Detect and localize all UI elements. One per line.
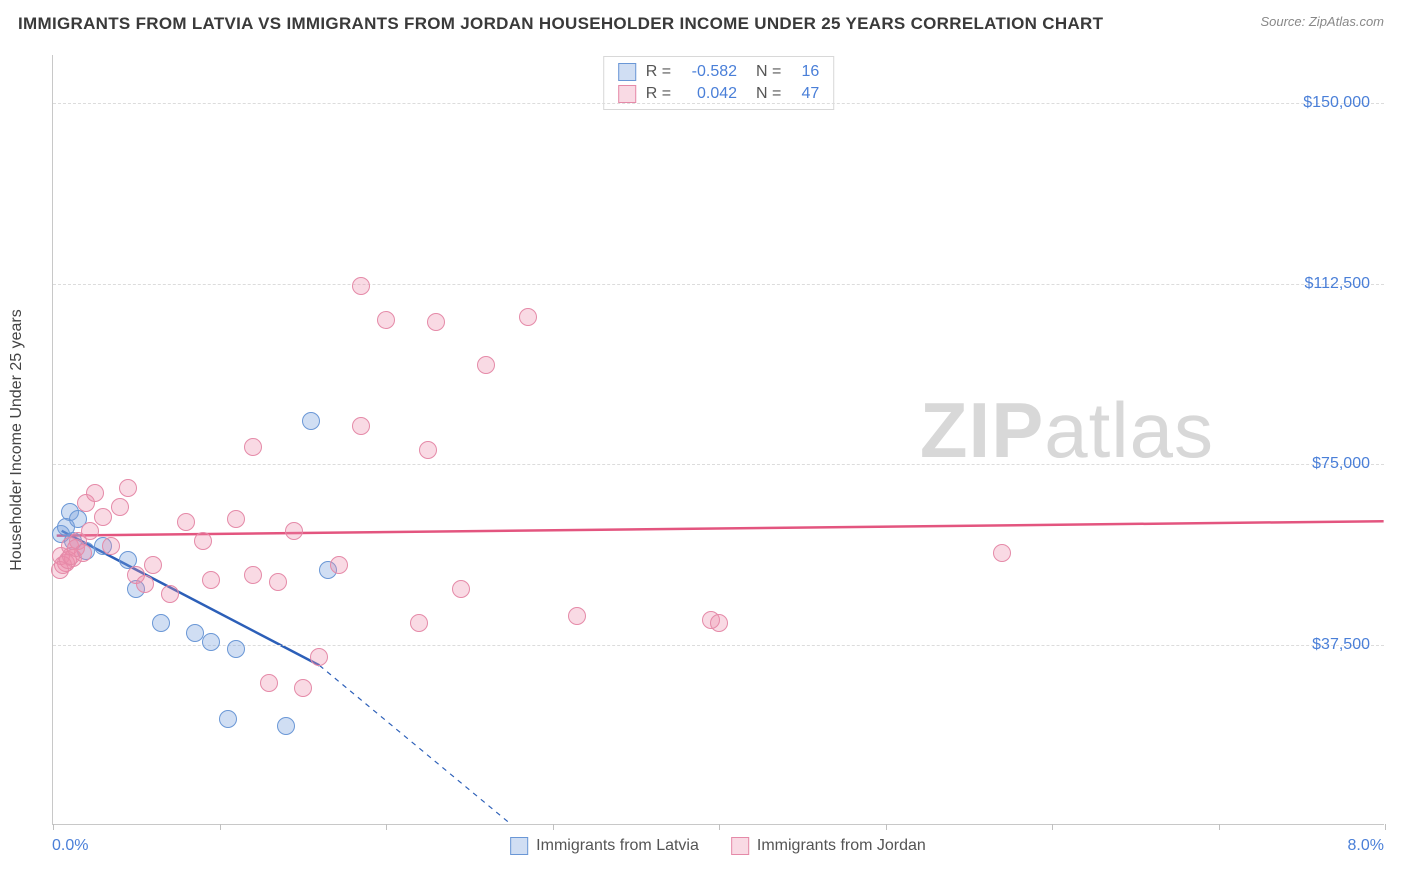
x-axis-min-label: 0.0%: [52, 837, 88, 855]
data-point: [285, 522, 303, 540]
x-axis-max-label: 8.0%: [1348, 837, 1384, 855]
data-point: [119, 479, 137, 497]
chart-area: ZIPatlas R = -0.582 N = 16 R = 0.042 N = 47 $…: [52, 55, 1384, 825]
data-point: [202, 571, 220, 589]
data-point: [477, 356, 495, 374]
source-attribution: Source: ZipAtlas.com: [1260, 14, 1384, 29]
x-tick: [386, 824, 387, 830]
y-tick-label: $112,500: [1304, 275, 1370, 293]
data-point: [269, 573, 287, 591]
x-tick: [1219, 824, 1220, 830]
data-point: [177, 513, 195, 531]
y-tick-label: $75,000: [1312, 455, 1370, 473]
data-point: [410, 614, 428, 632]
x-tick: [1385, 824, 1386, 830]
data-point: [186, 624, 204, 642]
data-point: [161, 585, 179, 603]
n-label: N =: [747, 85, 781, 103]
n-label: N =: [747, 63, 781, 81]
correlation-stats-box: R = -0.582 N = 16 R = 0.042 N = 47: [603, 56, 835, 110]
series-swatch: [618, 85, 636, 103]
legend-item: Immigrants from Latvia: [510, 837, 699, 855]
legend-swatch: [731, 837, 749, 855]
data-point: [136, 575, 154, 593]
data-point: [277, 717, 295, 735]
data-point: [352, 277, 370, 295]
plot-region: ZIPatlas R = -0.582 N = 16 R = 0.042 N = 47 $…: [52, 55, 1384, 825]
gridline: [53, 284, 1384, 285]
y-axis-label: Householder Income Under 25 years: [8, 309, 26, 570]
data-point: [377, 311, 395, 329]
data-point: [310, 648, 328, 666]
r-label: R =: [646, 85, 671, 103]
legend-swatch: [510, 837, 528, 855]
data-point: [227, 640, 245, 658]
stats-row: R = -0.582 N = 16: [618, 61, 820, 83]
data-point: [519, 308, 537, 326]
data-point: [67, 539, 85, 557]
watermark-rest: atlas: [1044, 386, 1214, 474]
data-point: [260, 674, 278, 692]
legend: Immigrants from Latvia Immigrants from Jo…: [510, 837, 926, 855]
data-point: [111, 498, 129, 516]
data-point: [194, 532, 212, 550]
chart-title: IMMIGRANTS FROM LATVIA VS IMMIGRANTS FRO…: [18, 14, 1388, 34]
x-tick: [1052, 824, 1053, 830]
r-value: 0.042: [681, 85, 737, 103]
stats-row: R = 0.042 N = 47: [618, 83, 820, 105]
data-point: [993, 544, 1011, 562]
legend-label: Immigrants from Latvia: [536, 837, 699, 855]
gridline: [53, 464, 1384, 465]
data-point: [330, 556, 348, 574]
x-tick: [719, 824, 720, 830]
n-value: 47: [791, 85, 819, 103]
data-point: [102, 537, 120, 555]
title-bar: IMMIGRANTS FROM LATVIA VS IMMIGRANTS FRO…: [0, 0, 1406, 50]
data-point: [94, 508, 112, 526]
data-point: [86, 484, 104, 502]
series-swatch: [618, 63, 636, 81]
x-tick: [553, 824, 554, 830]
x-tick: [886, 824, 887, 830]
data-point: [568, 607, 586, 625]
gridline: [53, 103, 1384, 104]
data-point: [294, 679, 312, 697]
data-point: [244, 438, 262, 456]
x-tick: [53, 824, 54, 830]
data-point: [227, 510, 245, 528]
legend-label: Immigrants from Jordan: [757, 837, 926, 855]
watermark: ZIPatlas: [920, 385, 1214, 476]
n-value: 16: [791, 63, 819, 81]
data-point: [152, 614, 170, 632]
data-point: [81, 522, 99, 540]
watermark-bold: ZIP: [920, 386, 1044, 474]
gridline: [53, 645, 1384, 646]
data-point: [144, 556, 162, 574]
data-point: [427, 313, 445, 331]
r-value: -0.582: [681, 63, 737, 81]
data-point: [302, 412, 320, 430]
data-point: [419, 441, 437, 459]
y-tick-label: $150,000: [1303, 94, 1370, 112]
x-tick: [220, 824, 221, 830]
y-tick-label: $37,500: [1312, 636, 1370, 654]
data-point: [352, 417, 370, 435]
data-point: [202, 633, 220, 651]
legend-item: Immigrants from Jordan: [731, 837, 926, 855]
r-label: R =: [646, 63, 671, 81]
data-point: [219, 710, 237, 728]
data-point: [710, 614, 728, 632]
data-point: [452, 580, 470, 598]
data-point: [244, 566, 262, 584]
